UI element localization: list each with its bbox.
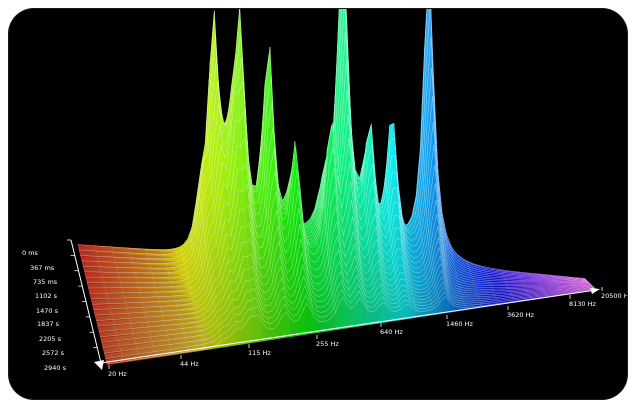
- waterfall-chart: 20 Hz 44 Hz 115 Hz 255 Hz 640 Hz 1460 Hz 3620 …: [22, 8, 628, 378]
- x-tick-label: 8130 Hz: [569, 300, 596, 308]
- surface-cell: [339, 297, 344, 330]
- surface-cell: [157, 263, 163, 266]
- x-tick-label: 20 Hz: [108, 370, 127, 378]
- y-axis-arrow: [94, 360, 104, 370]
- surface-cell: [379, 301, 385, 324]
- x-tick-label: 20500 Hz: [601, 292, 628, 300]
- y-tick-label: 2205 s: [39, 335, 62, 343]
- surface-cell: [159, 253, 164, 257]
- y-tick-label: 1470 s: [36, 307, 59, 315]
- y-tick-label: 735 ms: [33, 278, 58, 286]
- y-tick-label: 0 ms: [22, 249, 39, 257]
- y-tick-label: 2940 s: [44, 364, 67, 372]
- chart-frame: 20 Hz 44 Hz 115 Hz 255 Hz 640 Hz 1460 Hz 3620 …: [8, 8, 628, 400]
- surface-cell: [253, 314, 259, 343]
- surface-cell: [151, 258, 157, 261]
- surface-cell: [347, 305, 352, 329]
- x-tick-label: 3620 Hz: [507, 311, 534, 319]
- surface-cell: [249, 316, 254, 344]
- surface-cell: [153, 263, 158, 266]
- x-tick-label: 1460 Hz: [446, 320, 473, 328]
- slice-gridline: [83, 8, 588, 281]
- surface-cell: [404, 304, 409, 320]
- surface-cell: [154, 267, 160, 271]
- surface-cell: [154, 253, 160, 257]
- spectrum-surface: [77, 8, 597, 366]
- x-axis-arrow: [590, 288, 600, 294]
- slice-gridline: [81, 8, 587, 281]
- x-tick-label: 255 Hz: [316, 340, 339, 348]
- y-tick-label: 2572 s: [42, 349, 65, 357]
- y-tick-label: 1102 s: [35, 292, 58, 300]
- y-tick-label: 1837 s: [37, 320, 60, 328]
- x-tick-label: 44 Hz: [180, 360, 199, 368]
- x-tick-label: 115 Hz: [248, 349, 271, 357]
- x-tick-label: 640 Hz: [380, 328, 403, 336]
- y-tick-label: 367 ms: [30, 264, 55, 272]
